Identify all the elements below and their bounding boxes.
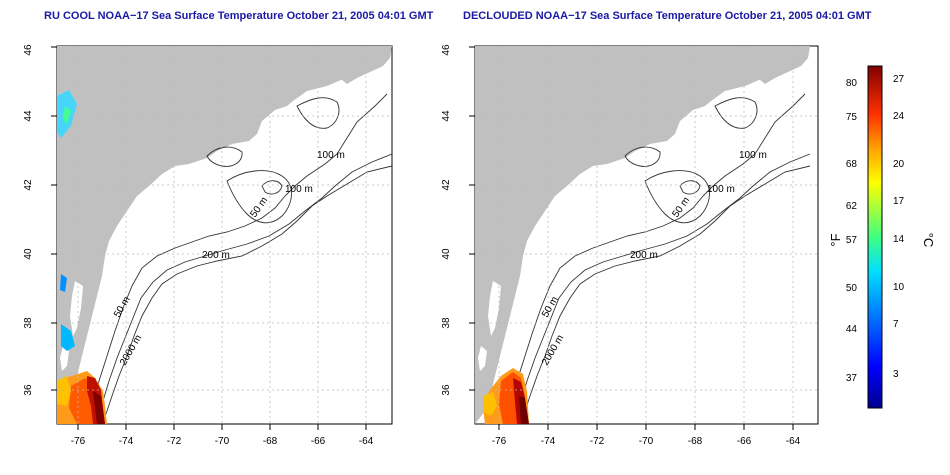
celsius-tick-label: 3 <box>893 369 899 380</box>
x-tick-label: -64 <box>359 436 374 447</box>
x-tick-label: -66 <box>737 436 752 447</box>
celsius-tick-label: 14 <box>893 234 905 245</box>
y-tick-label: 36 <box>23 384 34 396</box>
left-sst-overlay <box>57 90 107 424</box>
celsius-tick-label: 24 <box>893 111 905 122</box>
celsius-tick-label: 17 <box>893 196 905 207</box>
x-tick-label: -76 <box>492 436 507 447</box>
contour-label: 200 m <box>630 250 658 261</box>
y-tick-label: 36 <box>441 384 452 396</box>
celsius-tick-label: 20 <box>893 159 905 170</box>
celsius-tick-label: 7 <box>893 319 899 330</box>
x-tick-label: -76 <box>71 436 86 447</box>
contour-label: 200 m <box>202 250 230 261</box>
y-tick-label: 40 <box>441 248 452 260</box>
fahrenheit-tick-label: 50 <box>846 283 858 294</box>
y-tick-label: 44 <box>441 110 452 122</box>
celsius-tick-label: 10 <box>893 282 905 293</box>
fahrenheit-tick-label: 44 <box>846 324 858 335</box>
y-tick-label: 42 <box>441 179 452 191</box>
colorbar-gradient <box>867 65 883 409</box>
contour-label: 100 m <box>707 184 735 195</box>
x-tick-label: -74 <box>541 436 556 447</box>
left-x-axis: -76 -74 -72 -70 -68 -66 -64 <box>71 436 374 447</box>
x-tick-label: -64 <box>786 436 801 447</box>
fahrenheit-tick-label: 80 <box>846 78 858 89</box>
x-tick-label: -72 <box>167 436 182 447</box>
x-tick-label: -66 <box>311 436 326 447</box>
left-y-axis: 36 38 40 42 44 46 <box>23 44 34 396</box>
x-tick-label: -68 <box>263 436 278 447</box>
fahrenheit-axis-label: °F <box>828 233 843 246</box>
colorbar-celsius-ticks: 27 24 20 17 14 10 7 3 <box>893 74 905 380</box>
x-tick-label: -68 <box>688 436 703 447</box>
contour-label: 100 m <box>285 184 313 195</box>
x-tick-label: -72 <box>590 436 605 447</box>
fahrenheit-tick-label: 57 <box>846 235 858 246</box>
y-tick-label: 40 <box>23 248 34 260</box>
celsius-tick-label: 27 <box>893 74 905 85</box>
x-tick-label: -70 <box>215 436 230 447</box>
fahrenheit-tick-label: 75 <box>846 112 858 123</box>
right-x-axis: -76 -74 -72 -70 -68 -66 -64 <box>492 436 801 447</box>
y-tick-label: 44 <box>23 110 34 122</box>
y-tick-label: 46 <box>441 44 452 56</box>
colorbar-fahrenheit-ticks: 80 75 68 62 57 50 44 37 <box>846 78 858 384</box>
y-tick-label: 38 <box>23 317 34 329</box>
left-tick-marks <box>51 46 367 430</box>
x-tick-label: -70 <box>639 436 654 447</box>
y-tick-label: 42 <box>23 179 34 191</box>
left-gridlines <box>57 46 392 424</box>
right-tick-marks <box>469 46 794 430</box>
left-map-panel: 100 m 100 m 50 m 200 m 50 m 2000 m -76 -… <box>23 44 393 447</box>
x-tick-label: -74 <box>119 436 134 447</box>
fahrenheit-tick-label: 62 <box>846 201 858 212</box>
right-y-axis: 36 38 40 42 44 46 <box>441 44 452 396</box>
contour-label: 100 m <box>739 150 767 161</box>
right-gridlines <box>475 46 818 424</box>
right-sst-overlay <box>483 368 529 424</box>
left-map-title: RU COOL NOAA−17 Sea Surface Temperature … <box>44 10 434 22</box>
fahrenheit-tick-label: 37 <box>846 373 858 384</box>
contour-label: 100 m <box>317 150 345 161</box>
right-map-panel: 100 m 100 m 50 m 200 m 50 m 2000 m -76 -… <box>441 44 819 447</box>
colorbar: 80 75 68 62 57 50 44 37 27 24 20 17 14 1… <box>828 65 936 409</box>
right-map-title: DECLOUDED NOAA−17 Sea Surface Temperatur… <box>463 10 872 22</box>
celsius-axis-label: °C <box>921 233 936 248</box>
y-tick-label: 38 <box>441 317 452 329</box>
y-tick-label: 46 <box>23 44 34 56</box>
fahrenheit-tick-label: 68 <box>846 159 858 170</box>
